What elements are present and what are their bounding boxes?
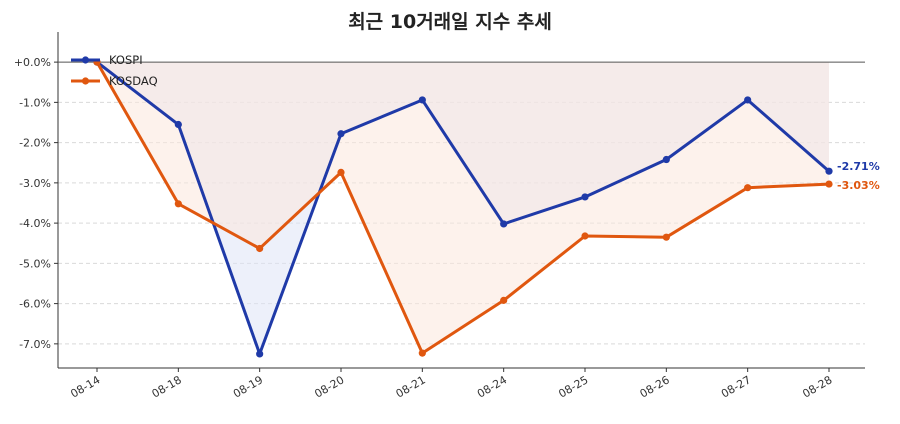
data-point-kospi <box>825 167 833 175</box>
data-point-kospi <box>744 96 752 104</box>
legend-swatch-marker <box>81 56 90 64</box>
x-tick-label: 08-18 <box>150 373 184 400</box>
data-point-kospi <box>581 193 589 201</box>
y-tick-label: -1.0% <box>19 96 51 109</box>
x-tick-label: 08-20 <box>312 373 346 400</box>
x-tick-label: 08-28 <box>800 373 834 400</box>
x-tick-label: 08-26 <box>638 373 672 400</box>
x-tick-label: 08-14 <box>68 373 102 400</box>
end-labels: -2.71% -3.03% <box>837 160 880 192</box>
y-tick-label: -7.0% <box>19 338 51 351</box>
data-point-kosdaq <box>337 168 345 176</box>
data-point-kospi <box>662 155 670 164</box>
legend: KOSPI KOSDAQ <box>71 53 158 88</box>
series-fill-kosdaq <box>97 62 829 354</box>
data-point-kosdaq <box>418 349 426 357</box>
data-point-kospi <box>174 120 182 129</box>
data-point-kospi <box>500 220 508 228</box>
data-point-kospi <box>256 350 264 358</box>
series-lines <box>95 60 830 356</box>
data-point-kospi <box>418 96 426 104</box>
end-label-kospi: -2.71% <box>837 160 880 173</box>
x-tick-label: 08-27 <box>719 373 753 400</box>
legend-swatch-marker <box>81 77 90 85</box>
data-point-kosdaq <box>744 184 752 192</box>
legend-label: KOSPI <box>109 53 143 67</box>
series-line-kospi <box>96 60 830 356</box>
x-tick-label: 08-25 <box>556 373 590 400</box>
series-fills <box>97 62 829 354</box>
x-tick-label: 08-21 <box>394 373 428 400</box>
data-point-kospi <box>337 130 345 138</box>
legend-label: KOSDAQ <box>109 74 158 88</box>
y-tick-label: -4.0% <box>19 217 51 230</box>
y-tick-label: -3.0% <box>19 177 51 190</box>
x-tick-label: 08-19 <box>231 373 265 400</box>
data-point-kosdaq <box>825 180 833 188</box>
y-tick-label: +0.0% <box>14 56 51 69</box>
data-point-kosdaq <box>256 244 264 253</box>
y-tick-label: -6.0% <box>19 298 51 311</box>
y-tick-label: -5.0% <box>19 257 51 270</box>
axes <box>54 32 865 372</box>
end-label-kosdaq: -3.03% <box>837 179 880 192</box>
data-point-kosdaq <box>662 233 670 241</box>
data-point-kosdaq <box>174 200 182 208</box>
data-point-kosdaq <box>581 232 589 240</box>
x-tick-label: 08-24 <box>475 373 509 400</box>
y-tick-label: -2.0% <box>19 137 51 150</box>
chart-title: 최근 10거래일 지수 추세 <box>348 11 552 33</box>
data-point-kosdaq <box>500 296 508 304</box>
series-line-kosdaq <box>95 61 830 355</box>
